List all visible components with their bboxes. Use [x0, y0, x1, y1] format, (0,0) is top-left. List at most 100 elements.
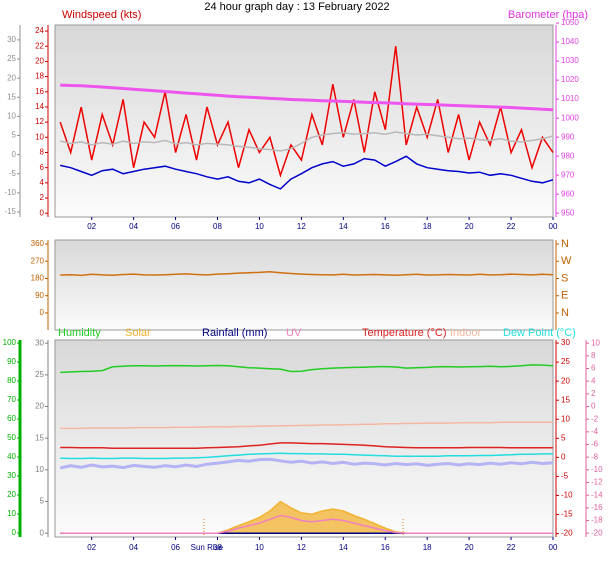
series-area — [60, 501, 553, 534]
y-tick-label: 0 — [12, 528, 17, 537]
x-tick-label: 22 — [507, 222, 516, 231]
x-tick-label: 18 — [423, 543, 432, 552]
y-tick-label: 20 — [35, 402, 44, 411]
y-tick-label: 270 — [31, 256, 45, 265]
legend-label: Temperature (°C) — [362, 327, 446, 339]
y-tick-label: 24 — [35, 26, 44, 35]
x-tick-label: 00 — [549, 543, 558, 552]
y-tick-label: 5 — [40, 497, 45, 506]
y-tick-label: 0 — [40, 208, 45, 217]
y-tick-label: -14 — [591, 490, 603, 499]
y-tick-label: 0 — [40, 528, 45, 537]
y-tick-label: 5 — [12, 131, 17, 140]
y-tick-label: 1040 — [561, 37, 579, 46]
y-tick-label: 20 — [7, 73, 16, 82]
y-tick-label: 50 — [7, 433, 16, 442]
legend-label: Dew Point (°C) — [503, 327, 576, 339]
y-tick-label: 14 — [35, 102, 44, 111]
y-tick-label: N — [561, 238, 569, 250]
x-tick-label: 06 — [171, 222, 180, 231]
y-tick-label: 15 — [35, 433, 44, 442]
y-tick-label: 15 — [561, 395, 570, 404]
y-tick-label: 360 — [31, 239, 45, 248]
y-tick-label: -12 — [591, 478, 603, 487]
x-tick-label: 16 — [381, 543, 390, 552]
x-tick-label: 06 — [171, 543, 180, 552]
y-tick-label: 0 — [591, 402, 596, 411]
x-tick-label: 02 — [87, 543, 96, 552]
y-tick-label: -16 — [591, 503, 603, 512]
y-tick-label: 1000 — [561, 113, 579, 122]
y-tick-label: 90 — [35, 291, 44, 300]
x-tick-label: 12 — [297, 222, 306, 231]
x-tick-label: 08 — [213, 543, 222, 552]
x-tick-label: 18 — [423, 222, 432, 231]
legend-label: Indoor — [450, 327, 482, 339]
legend-label: UV — [286, 327, 302, 339]
y-tick-label: -10 — [561, 491, 573, 500]
y-tick-label: -10 — [591, 465, 603, 474]
y-tick-label: -15 — [4, 207, 16, 216]
sun-label: Sun Rise — [191, 543, 224, 552]
y-tick-label: 970 — [561, 170, 575, 179]
series-line — [59, 46, 554, 178]
y-tick-label: N — [561, 307, 569, 319]
y-tick-label: 2 — [591, 389, 596, 398]
y-tick-label: 980 — [561, 151, 575, 160]
y-tick-label: 12 — [35, 117, 44, 126]
y-tick-label: 950 — [561, 208, 575, 217]
legend-label: Solar — [125, 327, 151, 339]
y-tick-label: 5 — [561, 433, 566, 442]
y-tick-label: -20 — [561, 529, 573, 538]
y-tick-label: 2 — [40, 193, 45, 202]
y-tick-label: -15 — [561, 510, 573, 519]
y-tick-label: 0 — [561, 452, 566, 461]
y-tick-label: -2 — [591, 414, 599, 423]
y-tick-label: 10 — [7, 112, 16, 121]
y-tick-label: 25 — [35, 370, 44, 379]
y-tick-label: 0 — [40, 308, 45, 317]
x-tick-label: 14 — [339, 222, 348, 231]
series-line — [60, 452, 553, 460]
x-tick-label: 04 — [129, 222, 138, 231]
y-tick-label: 40 — [7, 452, 16, 461]
x-tick-label: 14 — [339, 543, 348, 552]
y-tick-label: 30 — [7, 35, 16, 44]
y-tick-label: -5 — [561, 472, 569, 481]
series-line — [60, 442, 553, 449]
y-tick-label: 1010 — [561, 94, 579, 103]
x-tick-label: 10 — [255, 543, 264, 552]
y-tick-label: 22 — [35, 41, 44, 50]
y-tick-label: -8 — [591, 452, 599, 461]
legend-label: Rainfall (mm) — [202, 327, 267, 339]
plot-area — [54, 339, 554, 538]
y-tick-label: 100 — [3, 338, 17, 347]
y-tick-label: 8 — [40, 148, 45, 157]
y-tick-label: 6 — [40, 163, 45, 172]
y-tick-label: 4 — [40, 178, 45, 187]
y-tick-label: 1020 — [561, 75, 579, 84]
x-tick-label: 20 — [465, 543, 474, 552]
series-line — [60, 155, 554, 190]
y-tick-label: E — [561, 290, 568, 302]
y-tick-label: 180 — [31, 274, 45, 283]
series-line — [60, 364, 554, 374]
y-tick-label: 30 — [35, 338, 44, 347]
y-tick-label: 10 — [591, 338, 600, 347]
x-tick-label: 20 — [465, 222, 474, 231]
y-tick-label: 15 — [7, 92, 16, 101]
y-tick-label: 10 — [35, 465, 44, 474]
y-tick-label: -4 — [591, 427, 599, 436]
y-tick-label: 8 — [591, 351, 596, 360]
x-tick-label: 02 — [87, 222, 96, 231]
x-tick-label: 04 — [129, 543, 138, 552]
y-tick-label: 10 — [7, 509, 16, 518]
y-tick-label: 10 — [35, 132, 44, 141]
y-tick-label: 25 — [7, 54, 16, 63]
y-tick-label: 1030 — [561, 56, 579, 65]
y-tick-label: 25 — [561, 357, 570, 366]
y-tick-label: 960 — [561, 189, 575, 198]
chart-title: 24 hour graph day : 13 February 2022 — [204, 1, 389, 13]
y-axis-title: Windspeed (kts) — [62, 9, 141, 21]
